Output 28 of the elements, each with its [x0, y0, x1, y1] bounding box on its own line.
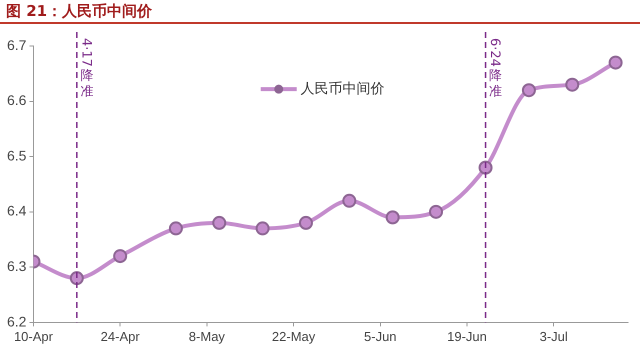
ref-line-label: 6·24降准 — [487, 38, 502, 100]
y-tick-label: 6.7 — [6, 36, 27, 53]
point — [522, 83, 536, 98]
point — [386, 210, 400, 224]
point — [256, 221, 270, 236]
x-tick-label: 19-Jun — [447, 328, 487, 344]
point — [565, 78, 580, 92]
y-tick-label: 6.2 — [6, 313, 27, 330]
y-tick-label: 6.4 — [6, 202, 27, 219]
point — [608, 56, 623, 70]
x-tick-label: 5-Jun — [364, 328, 397, 344]
point — [113, 249, 128, 264]
point — [168, 221, 183, 236]
y-tick-label: 6.5 — [6, 147, 27, 164]
ref-line-label: 4·17降准 — [78, 38, 94, 100]
y-tick-label: 6.3 — [6, 258, 27, 274]
y-tick-label: 6.6 — [6, 92, 27, 108]
point — [298, 216, 313, 230]
point — [429, 204, 444, 219]
point — [342, 194, 356, 208]
x-tick-label: 3-Jul — [540, 328, 568, 344]
x-tick-label: 22-May — [272, 328, 316, 344]
x-tick-label: 10-Apr — [14, 328, 54, 344]
chart-title: 图 21：人民币中间价 — [0, 0, 640, 24]
x-tick-label: 8-May — [188, 328, 226, 344]
x-tick-label: 24-Apr — [100, 328, 140, 344]
legend-label: 人民币中间价 — [300, 80, 385, 97]
point — [212, 216, 226, 230]
